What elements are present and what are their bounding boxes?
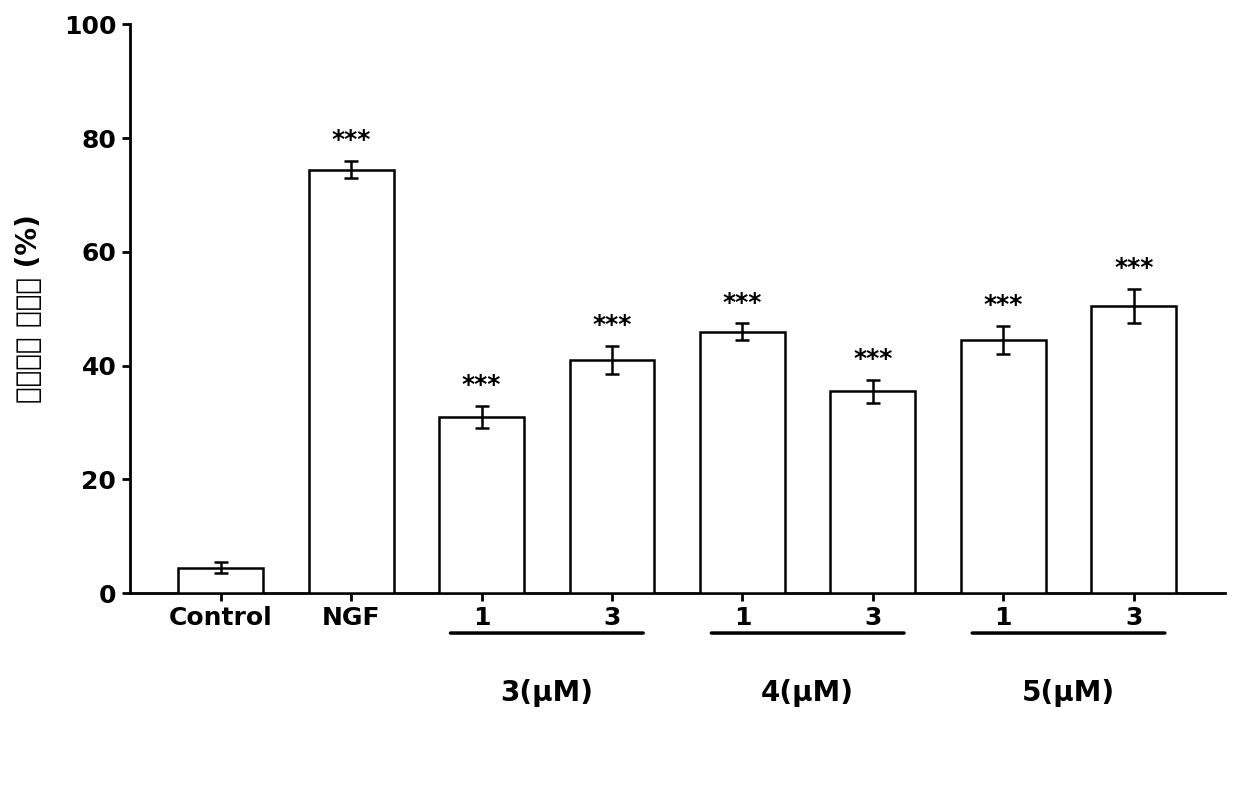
Bar [569, 360, 655, 593]
Bar [961, 340, 1045, 593]
Text: ***: *** [853, 347, 893, 371]
Bar [1091, 306, 1176, 593]
Y-axis label: 神经突起 分化率 (%): 神经突起 分化率 (%) [15, 214, 43, 403]
Bar [439, 417, 525, 593]
Text: ***: *** [723, 290, 763, 315]
Text: 3(μM): 3(μM) [501, 679, 594, 706]
Bar [701, 332, 785, 593]
Text: ***: *** [1114, 256, 1153, 281]
Text: 5(μM): 5(μM) [1022, 679, 1115, 706]
Text: ***: *** [593, 313, 631, 337]
Text: ***: *** [463, 373, 501, 397]
Bar [179, 568, 263, 593]
Text: 4(μM): 4(μM) [761, 679, 854, 706]
Text: ***: *** [331, 128, 371, 152]
Bar [309, 169, 393, 593]
Bar [831, 392, 915, 593]
Text: ***: *** [983, 294, 1023, 317]
